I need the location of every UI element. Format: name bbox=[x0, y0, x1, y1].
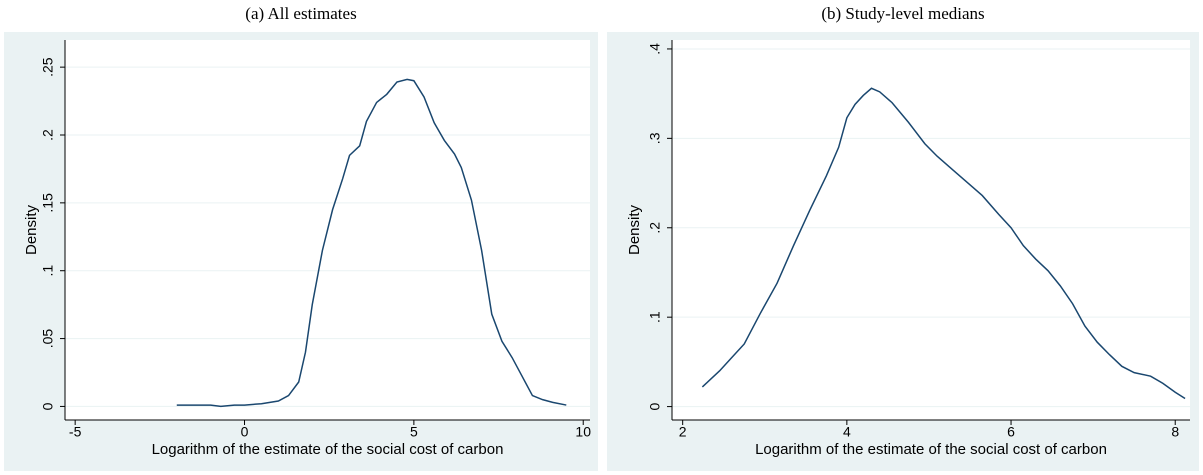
y-axis-label: Density bbox=[23, 204, 40, 255]
x-tick-label: 4 bbox=[843, 424, 851, 440]
y-tick-label: .2 bbox=[40, 129, 56, 141]
y-tick-label: .3 bbox=[647, 132, 663, 144]
x-tick-label: 6 bbox=[1007, 424, 1015, 440]
plot-area bbox=[672, 40, 1190, 420]
chart-title: (a) All estimates bbox=[245, 4, 356, 23]
y-tick-label: .05 bbox=[40, 329, 56, 349]
x-tick-label: 0 bbox=[241, 424, 249, 440]
y-tick-label: .1 bbox=[40, 265, 56, 277]
x-tick-label: 2 bbox=[679, 424, 687, 440]
x-axis-label: Logarithm of the estimate of the social … bbox=[152, 441, 504, 458]
y-tick-label: .2 bbox=[647, 222, 663, 234]
chart-title: (b) Study-level medians bbox=[821, 4, 984, 23]
y-tick-label: .4 bbox=[647, 43, 663, 55]
x-axis-label: Logarithm of the estimate of the social … bbox=[755, 441, 1107, 458]
x-tick-label: -5 bbox=[69, 424, 82, 440]
density-line bbox=[701, 87, 1186, 400]
y-tick-label: .1 bbox=[647, 311, 663, 323]
x-tick-label: 8 bbox=[1171, 424, 1179, 440]
y-tick-label: 0 bbox=[647, 402, 663, 410]
y-tick-label: .25 bbox=[40, 57, 56, 77]
y-tick-label: 0 bbox=[40, 402, 56, 410]
density-line bbox=[176, 78, 567, 408]
x-tick-label: 10 bbox=[575, 424, 591, 440]
y-tick-label: .15 bbox=[40, 193, 56, 213]
y-axis-label: Density bbox=[626, 204, 643, 255]
x-tick-label: 5 bbox=[410, 424, 418, 440]
